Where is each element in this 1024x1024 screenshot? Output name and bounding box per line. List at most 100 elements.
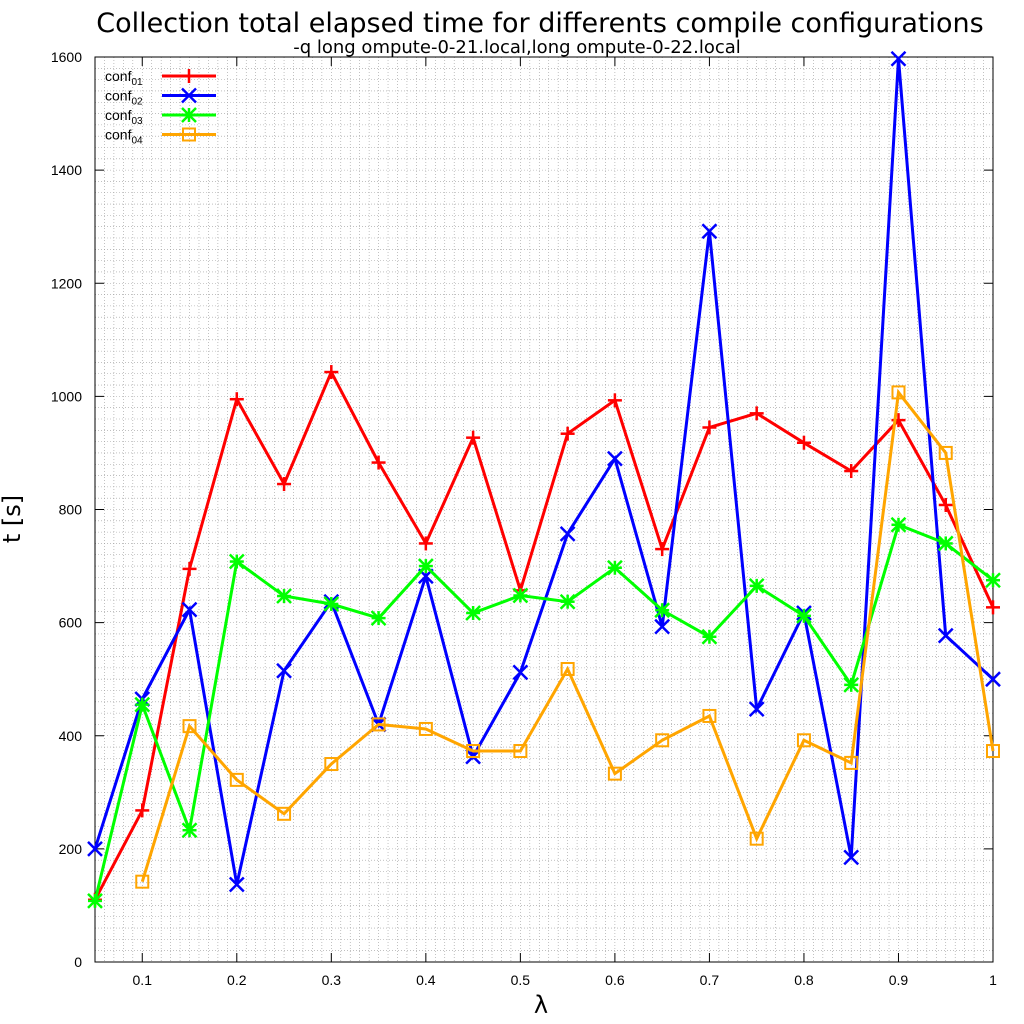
- x-tick-label: 0.7: [700, 972, 720, 988]
- data-point: [417, 558, 434, 574]
- y-tick-label: 200: [59, 841, 83, 857]
- data-point: [937, 535, 954, 552]
- data-point: [607, 393, 622, 408]
- chart-title: Collection total elapsed time for differ…: [96, 8, 983, 39]
- data-point: [702, 708, 717, 723]
- data-point: [134, 696, 151, 713]
- data-point: [607, 559, 623, 576]
- data-point: [370, 610, 387, 626]
- data-point: [890, 516, 907, 533]
- data-point: [701, 223, 718, 240]
- series-layer: [87, 50, 1001, 909]
- data-point: [891, 385, 906, 400]
- data-point: [702, 420, 717, 435]
- x-tick-label: 0.2: [227, 972, 247, 988]
- y-tick-label: 600: [59, 615, 83, 631]
- x-tick-label: 0.6: [605, 972, 625, 988]
- data-point: [323, 596, 340, 612]
- data-point: [229, 772, 244, 787]
- legend-label: conf02: [105, 88, 143, 108]
- y-tick-label: 1600: [51, 49, 82, 65]
- x-tick-label: 0.3: [322, 972, 342, 988]
- data-point: [607, 450, 623, 467]
- data-point: [796, 607, 812, 624]
- x-axis-label: λ: [534, 991, 548, 1019]
- data-point: [324, 365, 339, 380]
- x-tick-label: 0.5: [511, 972, 531, 988]
- data-point: [228, 553, 245, 570]
- data-point: [466, 744, 481, 759]
- data-point: [985, 671, 1001, 688]
- data-point: [229, 392, 244, 407]
- data-point: [466, 430, 481, 445]
- data-point: [135, 874, 150, 889]
- data-point: [277, 477, 292, 492]
- legend-item: conf03: [105, 107, 216, 127]
- data-point: [228, 876, 245, 893]
- data-point: [938, 497, 953, 512]
- series-conf-03: [87, 516, 1001, 909]
- y-axis-label: t [s]: [0, 495, 26, 543]
- data-point: [276, 588, 292, 604]
- legend-marker: [181, 107, 197, 123]
- data-point: [986, 744, 1000, 759]
- data-point: [655, 542, 670, 557]
- legend-marker: [181, 87, 197, 104]
- y-tick-label: 800: [59, 502, 83, 518]
- data-point: [890, 50, 907, 67]
- data-point: [796, 435, 811, 450]
- series-line: [140, 388, 995, 883]
- data-point: [371, 455, 386, 470]
- legend-marker: [182, 127, 196, 142]
- legend-marker: [182, 69, 196, 83]
- x-tick-label: 0.8: [794, 972, 814, 988]
- data-point: [513, 744, 528, 759]
- data-point: [276, 662, 292, 679]
- data-point: [87, 893, 103, 909]
- grid-layer: [95, 57, 993, 962]
- legend-label: conf01: [105, 68, 143, 88]
- data-point: [559, 593, 576, 610]
- data-point: [655, 733, 670, 748]
- series-line: [93, 368, 995, 901]
- data-point: [796, 733, 811, 748]
- data-point: [701, 628, 718, 645]
- data-point: [749, 406, 764, 421]
- data-point: [843, 676, 860, 693]
- tick-layer: 0.1 0.2 0.3 0.4 0.5 0.6 0.7 0.8 0.9 1 0 200 400 600 80…: [51, 49, 997, 988]
- y-tick-label: 1400: [51, 162, 82, 178]
- legend-item: conf02: [105, 88, 216, 108]
- legend-item: conf04: [105, 127, 216, 147]
- series-line: [93, 58, 995, 885]
- data-point: [560, 426, 575, 441]
- data-point: [465, 605, 481, 621]
- data-point: [843, 849, 860, 866]
- legend-label: conf04: [105, 127, 143, 147]
- data-point: [181, 601, 198, 618]
- data-point: [749, 831, 764, 846]
- x-tick-label: 0.9: [889, 972, 909, 988]
- data-point: [986, 600, 1000, 615]
- data-point: [748, 577, 765, 594]
- x-tick-label: 0.4: [416, 972, 436, 988]
- x-tick-label: 1: [989, 972, 997, 988]
- data-point: [181, 822, 198, 839]
- data-point: [607, 766, 622, 781]
- y-tick-label: 1200: [51, 275, 82, 291]
- data-point: [512, 587, 529, 604]
- y-tick-label: 0: [74, 954, 82, 970]
- y-tick-label: 400: [59, 728, 83, 744]
- data-point: [135, 803, 150, 818]
- data-point: [87, 840, 103, 857]
- x-tick-label: 0.1: [133, 972, 153, 988]
- data-point: [559, 525, 576, 542]
- series-line: [93, 522, 994, 902]
- data-point: [654, 618, 671, 635]
- data-point: [324, 757, 339, 772]
- data-point: [371, 717, 386, 732]
- chart-subtitle: -q long ompute-0-21.local,long ompute-0-…: [293, 37, 741, 58]
